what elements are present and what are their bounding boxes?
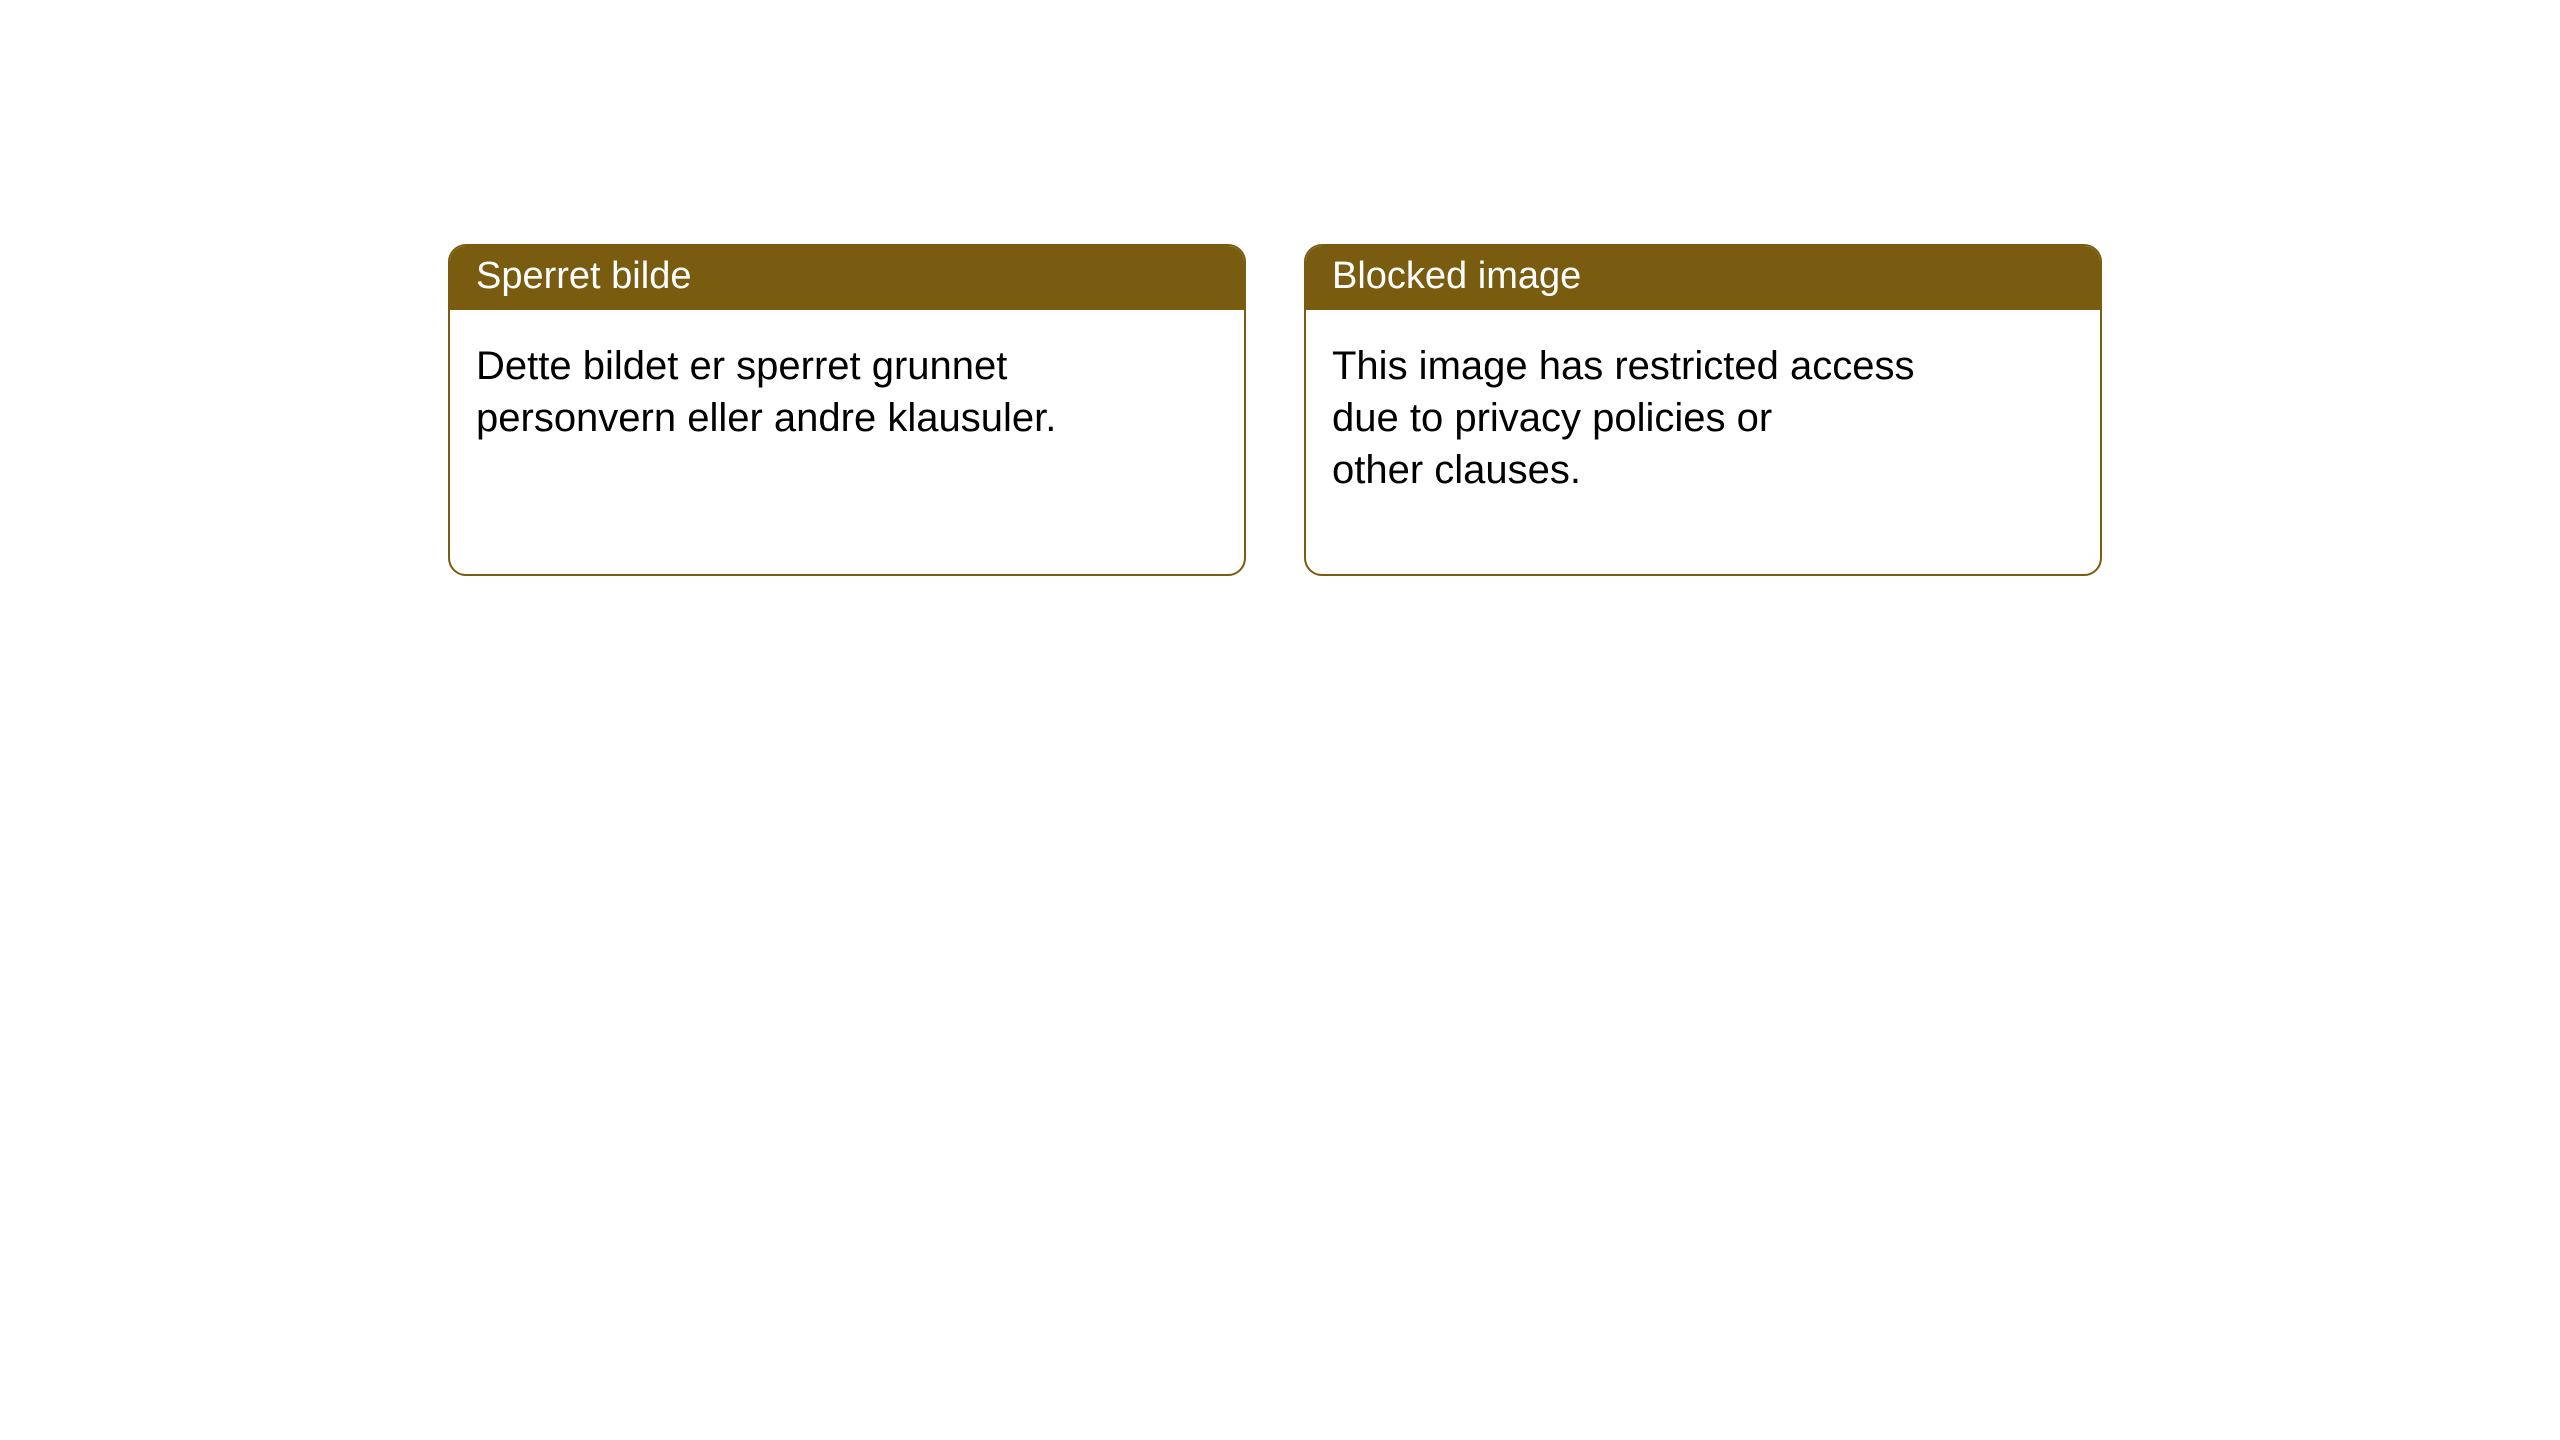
card-title-en: Blocked image xyxy=(1332,255,1581,297)
notice-cards-container: Sperret bilde Dette bildet er sperret gr… xyxy=(0,0,2560,576)
blocked-image-card-en: Blocked image This image has restricted … xyxy=(1304,244,2102,576)
blocked-image-card-no: Sperret bilde Dette bildet er sperret gr… xyxy=(448,244,1246,576)
card-header-en: Blocked image xyxy=(1306,246,2100,310)
card-header-no: Sperret bilde xyxy=(450,246,1244,310)
card-title-no: Sperret bilde xyxy=(476,255,691,297)
card-body-no: Dette bildet er sperret grunnet personve… xyxy=(450,310,1244,474)
card-body-en: This image has restricted access due to … xyxy=(1306,310,2100,526)
